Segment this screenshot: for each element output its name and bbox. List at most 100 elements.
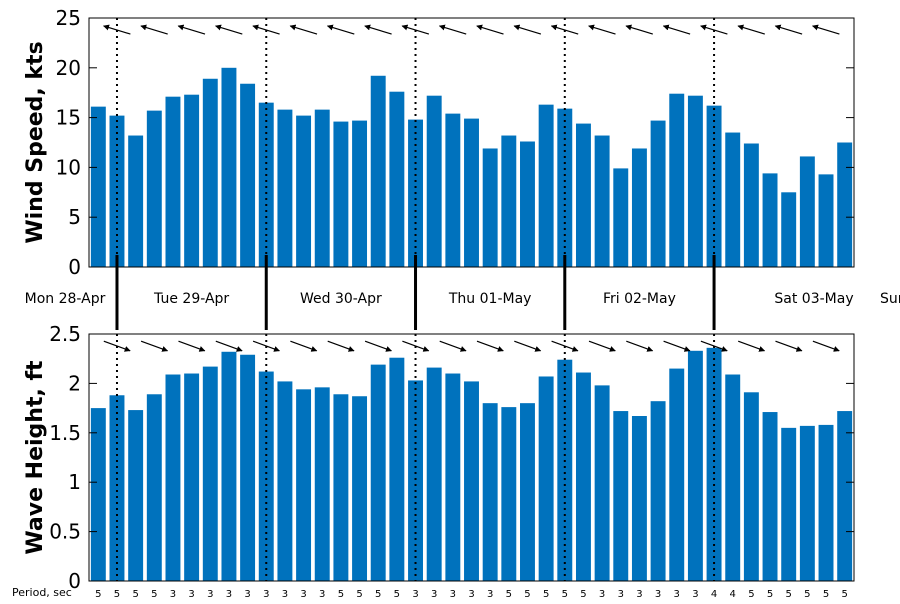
wind-direction-arrow [289, 24, 318, 35]
wave-bar [837, 411, 853, 581]
wind-direction-arrow [215, 24, 243, 35]
period-value: 5 [338, 589, 344, 600]
wind-direction-arrow [737, 24, 765, 35]
y-tick-label: 1.5 [49, 421, 81, 445]
wind-axis-label: Wind Speed, kts [23, 41, 48, 243]
wind-bar [90, 106, 106, 267]
wind-bar [445, 113, 461, 268]
wave-bar [128, 410, 144, 581]
period-value: 3 [244, 589, 250, 600]
period-value: 3 [412, 589, 418, 600]
wave-bar [762, 412, 778, 581]
wind-bar [725, 132, 741, 267]
wave-direction-arrow [364, 340, 392, 352]
wind-bar [128, 135, 144, 267]
wave-direction-arrow [700, 340, 728, 352]
y-tick-label: 1 [68, 470, 81, 494]
wave-direction-arrow [215, 340, 243, 352]
wave-direction-arrow [327, 340, 355, 352]
wind-direction-arrow [177, 24, 206, 35]
period-value: 5 [804, 589, 810, 600]
y-tick-label: 2 [68, 371, 81, 395]
period-value: 3 [450, 589, 456, 600]
wave-bar [482, 403, 498, 581]
period-value: 3 [188, 589, 194, 600]
wave-direction-arrow [178, 340, 206, 352]
wind-direction-arrow [662, 24, 691, 35]
wind-bar [109, 115, 125, 267]
wind-bar [333, 121, 349, 267]
wave-bar [538, 376, 554, 581]
period-value: 3 [282, 589, 288, 600]
wind-bar [389, 91, 405, 267]
wind-bar [426, 95, 442, 267]
wind-bar [538, 104, 554, 268]
wave-bar [90, 408, 106, 581]
period-value: 5 [506, 589, 512, 600]
wind-bar [818, 174, 834, 267]
wind-bar [184, 94, 200, 267]
wave-direction-arrow [402, 340, 430, 352]
wind-plot-frame [88, 17, 855, 268]
wind-direction-arrow [326, 24, 355, 35]
wave-bar [575, 372, 591, 581]
wind-bar [352, 120, 368, 267]
wave-direction-arrow [439, 340, 467, 352]
period-value: 3 [599, 589, 605, 600]
wind-bar [631, 148, 647, 267]
wind-bar [370, 75, 386, 268]
wave-bar [669, 368, 685, 581]
wave-bar [240, 354, 256, 581]
wave-direction-arrow [551, 340, 579, 352]
wave-bar [258, 371, 274, 581]
period-value: 5 [562, 589, 568, 600]
wind-bar [296, 115, 312, 267]
wind-direction-arrow [103, 24, 131, 35]
day-label: Wed 30-Apr [300, 291, 382, 307]
wind-bar [781, 192, 797, 267]
wave-direction-arrow [775, 340, 803, 352]
wave-bar [333, 394, 349, 581]
wind-bar [258, 102, 274, 267]
wave-bar [613, 411, 629, 581]
wave-bar [501, 407, 517, 581]
wind-direction-arrow [364, 24, 392, 35]
wave-bar [277, 381, 293, 581]
wave-bar [426, 367, 442, 581]
period-value: 5 [114, 589, 120, 600]
wind-direction-arrow [700, 24, 728, 35]
y-tick-label: 10 [56, 155, 81, 179]
wave-bar [146, 394, 162, 581]
wind-direction-arrow [140, 24, 168, 35]
wave-direction-arrow [290, 340, 318, 352]
y-tick-label: 0 [68, 255, 81, 279]
y-tick-label: 2.5 [49, 322, 81, 346]
wind-bar [520, 141, 535, 267]
wind-bar [669, 93, 685, 267]
wind-bar [687, 95, 703, 267]
period-value: 3 [674, 589, 680, 600]
day-label: Tue 29-Apr [153, 291, 229, 307]
wind-bar [202, 78, 218, 267]
wind-bar [165, 96, 181, 268]
period-value: 3 [431, 589, 437, 600]
period-value: 5 [151, 589, 157, 600]
period-value: 5 [524, 589, 530, 600]
period-value: 3 [618, 589, 624, 600]
day-label: Fri 02-May [603, 291, 676, 307]
period-value: 4 [711, 589, 717, 600]
wind-bar [650, 120, 666, 267]
wind-bar [799, 156, 815, 267]
wind-bar [277, 109, 293, 267]
wind-bar [501, 135, 517, 267]
y-tick-label: 5 [68, 205, 81, 229]
wind-direction-arrow [513, 24, 542, 35]
wave-bar [184, 373, 200, 581]
wave-bar [706, 347, 722, 581]
wave-bar [165, 374, 181, 581]
wave-bar [557, 359, 573, 581]
wind-direction-arrow [625, 24, 653, 35]
y-tick-label: 20 [56, 56, 81, 80]
wave-bar [389, 357, 405, 581]
